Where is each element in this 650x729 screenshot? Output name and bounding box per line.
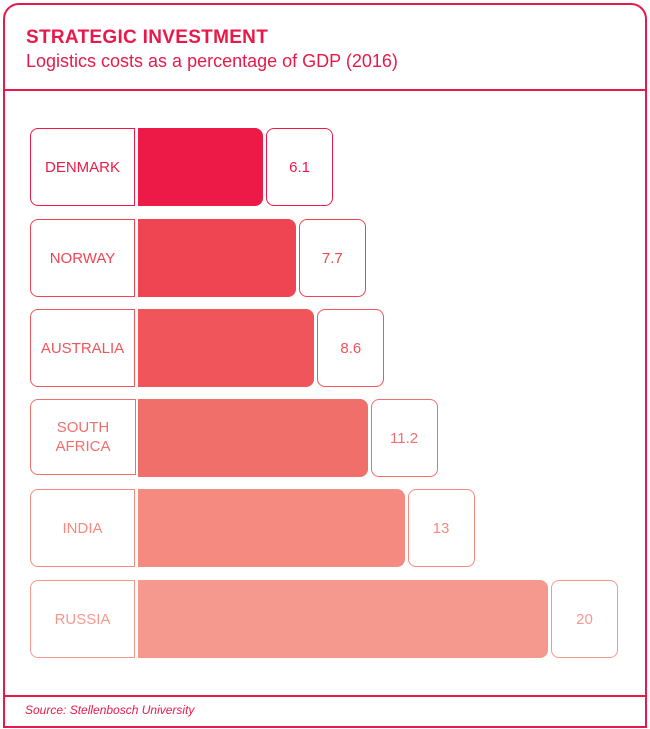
bar: [138, 580, 548, 658]
source-note: Source: Stellenbosch University: [25, 703, 195, 717]
value-label: 6.1: [266, 128, 334, 206]
chart-title: STRATEGIC INVESTMENT: [26, 27, 269, 48]
chart-subtitle: Logistics costs as a percentage of GDP (…: [26, 51, 398, 71]
bar: [138, 399, 368, 477]
value-label: 8.6: [317, 309, 385, 387]
category-label: DENMARK: [30, 128, 135, 206]
category-label: RUSSIA: [30, 580, 135, 658]
value-label: 7.7: [298, 219, 366, 297]
category-label: INDIA: [30, 489, 135, 567]
bar: [138, 128, 264, 206]
category-label: SOUTH AFRICA: [30, 399, 136, 475]
value-label: 11.2: [370, 399, 438, 477]
bar: [138, 489, 405, 567]
footer-divider: [3, 695, 647, 697]
chart-frame: [3, 3, 647, 728]
value-label: 20: [551, 580, 618, 658]
value-label: 13: [407, 489, 475, 567]
header-divider: [3, 89, 647, 91]
bar: [138, 219, 296, 297]
category-label: AUSTRALIA: [30, 309, 135, 387]
category-label: NORWAY: [30, 219, 135, 297]
bar: [138, 309, 315, 387]
